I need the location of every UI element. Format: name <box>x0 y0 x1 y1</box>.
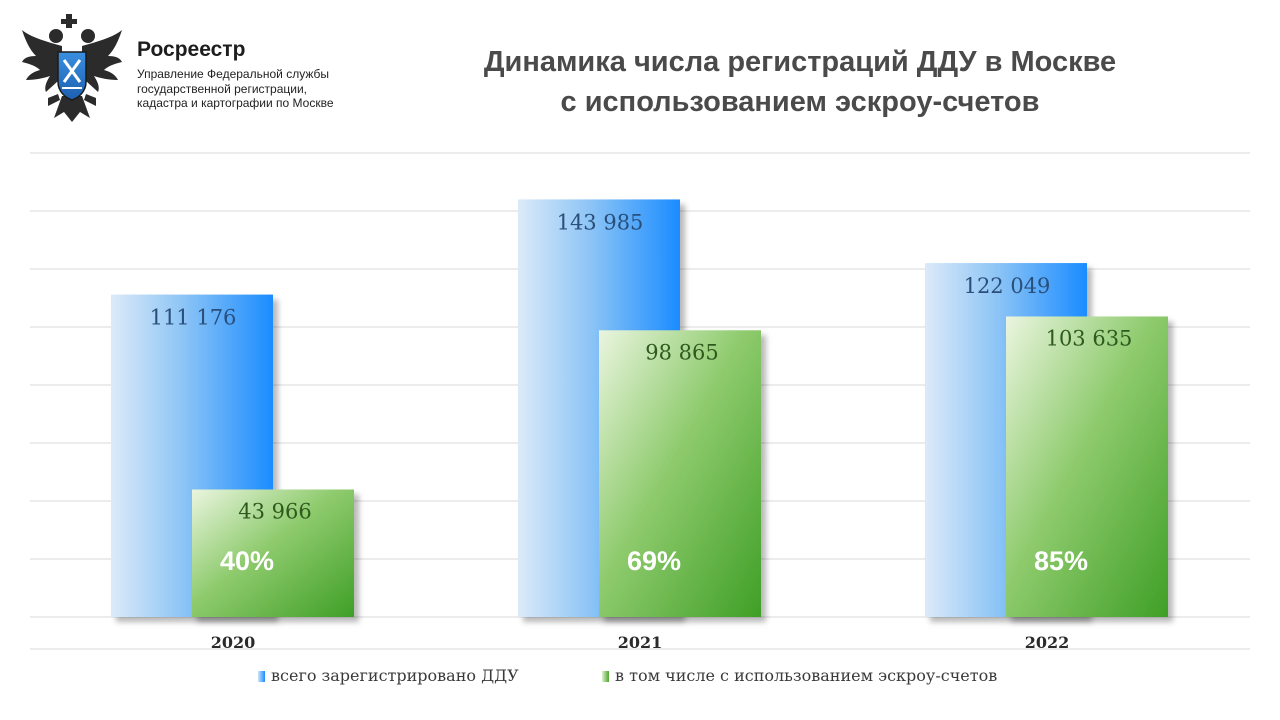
legend-swatch-blue <box>258 671 265 682</box>
org-name: Росреестр <box>137 38 246 61</box>
bar-escrow-2021 <box>599 330 761 617</box>
bar-escrow-2022 <box>1006 316 1168 617</box>
category-label: 2020 <box>211 633 256 652</box>
page-title-line: Динамика числа регистраций ДДУ в Москве <box>483 46 1117 78</box>
page-title: Динамика числа регистраций ДДУ в Москве … <box>430 42 1170 122</box>
value-label-escrow: 103 635 <box>1046 326 1133 350</box>
org-description-line: государственной регистрации, <box>137 81 307 96</box>
legend-label: в том числе с использованием эскроу-счет… <box>615 666 998 685</box>
category-label: 2021 <box>618 633 663 652</box>
rosreestr-emblem-icon <box>22 14 122 122</box>
org-description-line: кадастра и картографии по Москве <box>137 96 334 110</box>
org-description: Управление Федеральной службы государств… <box>137 67 367 111</box>
share-label: 85% <box>1034 546 1088 576</box>
legend-swatch-green <box>602 671 609 682</box>
legend: всего зарегистрировано ДДУ в том числе с… <box>0 662 1280 688</box>
share-label: 69% <box>627 546 681 576</box>
value-label-escrow: 98 865 <box>645 340 718 364</box>
value-label-escrow: 43 966 <box>238 499 311 523</box>
data-labels: 111 176 43 966 40% 2020 143 985 98 865 69% 2021… <box>150 210 1133 652</box>
page-title-line: с использованием эскроу-счетов <box>560 86 1040 118</box>
category-label: 2022 <box>1025 633 1070 652</box>
bars <box>111 199 1168 618</box>
legend-item-total: всего зарегистрировано ДДУ <box>258 666 519 685</box>
org-description-line: Управление Федеральной службы <box>137 67 329 81</box>
share-label: 40% <box>220 546 274 576</box>
bar-escrow-2020 <box>192 489 354 617</box>
header: Росреестр Управление Федеральной службы … <box>0 0 1280 150</box>
value-label-total: 122 049 <box>964 274 1051 298</box>
legend-label: всего зарегистрировано ДДУ <box>271 666 519 685</box>
value-label-total: 111 176 <box>150 306 237 330</box>
value-label-total: 143 985 <box>557 210 644 234</box>
legend-item-escrow: в том числе с использованием эскроу-счет… <box>602 666 997 685</box>
